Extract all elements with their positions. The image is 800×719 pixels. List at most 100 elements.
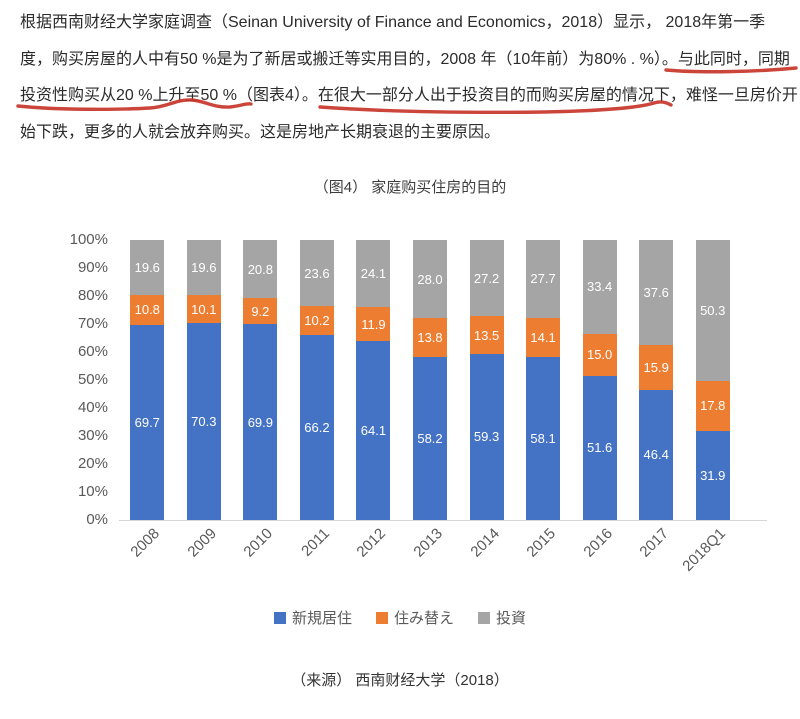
bar-segment-label: 10.8 xyxy=(134,302,160,318)
bar-segment: 31.9 xyxy=(695,430,730,520)
legend-swatch-icon xyxy=(478,611,490,624)
paragraph-line-1: 根据西南财经大学家庭调查（Seinan University of Financ… xyxy=(20,14,766,31)
bar-segment-label: 15.0 xyxy=(586,347,613,363)
bar-segment-label: 11.9 xyxy=(361,316,386,332)
y-axis-tick: 20% xyxy=(77,455,108,472)
bar-segment-label: 13.5 xyxy=(473,327,500,343)
stacked-bar: 46.4 15.9 37.6 xyxy=(639,240,674,520)
figure-title: （图4） 家庭购买住房的目的 xyxy=(313,179,507,196)
y-axis-tick: 80% xyxy=(77,287,108,304)
y-axis-tick: 30% xyxy=(77,427,108,444)
bar-segment-label: 37.6 xyxy=(643,285,669,301)
y-axis: 100% 90% 80% 70% 60% 50% 40% 30% 20% 10% 0% xyxy=(65,228,108,538)
bar-segment: 33.4 xyxy=(582,240,617,334)
bar-segment: 15.0 xyxy=(582,333,617,376)
x-axis-line xyxy=(119,520,767,521)
stacked-bar: 69.9 9.2 20.8 xyxy=(243,240,278,520)
bar-segment: 64.1 xyxy=(356,340,391,520)
bar-segment: 46.4 xyxy=(639,389,674,520)
bar-segment-label: 23.6 xyxy=(304,265,330,281)
bar-segment: 10.2 xyxy=(299,306,334,335)
stacked-bar: 64.1 11.9 24.1 xyxy=(356,240,391,520)
y-axis-tick: 60% xyxy=(77,343,108,360)
bar-segment-label: 9.2 xyxy=(251,303,270,319)
bar-segment-label: 27.7 xyxy=(530,271,556,287)
x-axis-label: 2016 xyxy=(580,525,616,561)
y-axis-tick: 90% xyxy=(77,259,108,276)
bar-segment: 14.1 xyxy=(526,317,561,358)
y-axis-tick: 0% xyxy=(86,511,108,528)
paragraph: 根据西南财经大学家庭调查（Seinan University of Financ… xyxy=(20,5,798,151)
bar-segment: 19.6 xyxy=(130,240,165,295)
bar-segment: 11.9 xyxy=(356,307,391,341)
legend-item: 新規居住 xyxy=(273,607,352,628)
bar-segment: 19.6 xyxy=(186,240,221,295)
bar-segment: 23.6 xyxy=(299,240,334,307)
bar-segment: 69.7 xyxy=(130,325,165,520)
legend-swatch-icon xyxy=(375,611,388,624)
paragraph-line-4: 始下跌，更多的人就会放弃购买。这是房地产长期衰退的主要原因。 xyxy=(20,123,501,141)
x-axis-label: 2009 xyxy=(184,525,220,561)
stacked-bar: 69.7 10.8 19.6 xyxy=(130,240,165,520)
legend-swatch-icon xyxy=(273,611,286,624)
legend-label: 新規居住 xyxy=(291,610,352,627)
bar-segment: 27.2 xyxy=(469,240,504,317)
stacked-bar: 59.3 13.5 27.2 xyxy=(469,240,504,520)
bar-segment-label: 24.1 xyxy=(360,266,387,282)
stacked-bar: 58.2 13.8 28.0 xyxy=(413,240,447,520)
bar-segment: 58.1 xyxy=(526,357,561,520)
bar-segment: 13.8 xyxy=(413,318,447,358)
x-axis-label: 2010 xyxy=(240,525,277,561)
stacked-bar-chart: 100% 90% 80% 70% 60% 50% 40% 30% 20% 10% 0% 69.7 10… xyxy=(65,228,785,588)
bar-segment: 20.8 xyxy=(243,240,278,299)
bar-segment-label: 15.9 xyxy=(643,360,669,376)
stacked-bar: 66.2 10.2 23.6 xyxy=(299,240,334,520)
bar-segment-label: 20.8 xyxy=(247,261,274,277)
x-axis-label: 2012 xyxy=(353,525,390,561)
bar-segment-label: 14.1 xyxy=(530,329,556,345)
bar-segment-label: 66.2 xyxy=(304,419,330,435)
source-note: （来源） 西南财经大学（2018） xyxy=(291,672,509,689)
bar-segment: 69.9 xyxy=(243,324,278,520)
bar-segment-label: 10.1 xyxy=(191,301,217,317)
stacked-bar: 70.3 10.1 19.6 xyxy=(186,240,221,520)
bar-segment-label: 13.8 xyxy=(417,330,443,346)
y-axis-tick: 50% xyxy=(77,371,108,388)
bar-segment-label: 69.9 xyxy=(247,414,274,430)
bar-segment: 27.7 xyxy=(526,240,561,318)
stacked-bar: 58.1 14.1 27.7 xyxy=(526,240,561,520)
bar-segment-label: 10.2 xyxy=(304,312,330,328)
legend-label: 住み替え xyxy=(393,610,454,627)
bar-segment-label: 58.2 xyxy=(417,431,443,447)
stacked-bar: 51.6 15.0 33.4 xyxy=(582,240,617,520)
bar-segment-label: 19.6 xyxy=(134,259,160,275)
bar-segment-label: 19.6 xyxy=(191,259,217,275)
chart-legend: 新規居住 住み替え 投資 xyxy=(0,607,800,628)
bar-segment-label: 70.3 xyxy=(191,414,217,430)
bar-segment: 59.3 xyxy=(469,353,504,520)
y-axis-tick: 70% xyxy=(77,315,108,332)
x-axis-label: 2017 xyxy=(636,525,673,561)
bar-segment-label: 31.9 xyxy=(700,467,726,483)
bar-segment-label: 69.7 xyxy=(134,415,160,431)
bar-segment: 70.3 xyxy=(186,323,221,520)
y-axis-tick: 100% xyxy=(69,231,108,248)
bar-segment: 15.9 xyxy=(639,345,674,390)
stacked-bar: 31.9 17.8 50.3 xyxy=(695,240,730,520)
plot-area: 69.7 10.8 19.6 2008 70.3 10.1 19.6 2009 69.9 9.2 2… xyxy=(119,228,775,588)
bar-segment-label: 50.3 xyxy=(700,302,726,318)
bar-segment: 13.5 xyxy=(469,316,504,354)
x-axis-label: 2014 xyxy=(466,525,503,561)
bar-segment-label: 33.4 xyxy=(586,279,613,295)
bar-segment: 9.2 xyxy=(243,298,278,325)
legend-item: 住み替え xyxy=(375,607,454,628)
bar-segment-label: 28.0 xyxy=(417,271,443,287)
y-axis-tick: 40% xyxy=(77,399,108,416)
legend-label: 投資 xyxy=(496,610,527,627)
paragraph-line-2: 度，购买房屋的人中有50 %是为了新居或搬迁等实用目的，2008 年（10年前）… xyxy=(20,50,790,68)
bar-segment-label: 46.4 xyxy=(643,447,669,463)
x-axis-label: 2015 xyxy=(523,525,560,561)
bar-segment-label: 58.1 xyxy=(530,431,556,447)
bar-segment: 24.1 xyxy=(356,240,391,308)
